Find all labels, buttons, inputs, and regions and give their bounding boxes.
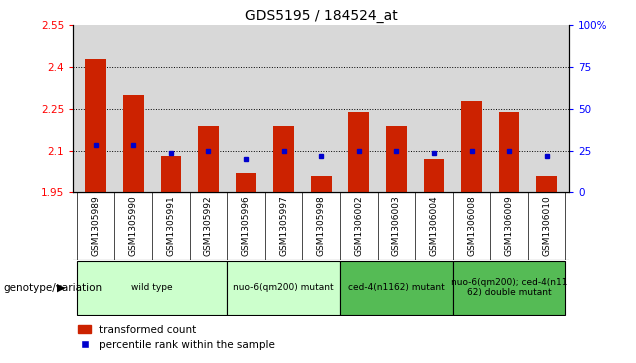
Bar [461, 101, 482, 192]
Text: GSM1305992: GSM1305992 [204, 196, 213, 256]
Text: wild type: wild type [131, 283, 173, 292]
Text: nuo-6(qm200) mutant: nuo-6(qm200) mutant [233, 283, 334, 292]
Text: GSM1305991: GSM1305991 [167, 196, 176, 256]
Bar [227, 261, 340, 315]
Text: genotype/variation: genotype/variation [3, 283, 102, 293]
Bar [273, 126, 294, 192]
Bar [340, 261, 453, 315]
Legend: transformed count, percentile rank within the sample: transformed count, percentile rank withi… [78, 325, 275, 350]
Bar [453, 261, 565, 315]
Bar [77, 261, 227, 315]
Text: GSM1306008: GSM1306008 [467, 196, 476, 256]
Text: GSM1306009: GSM1306009 [504, 196, 514, 256]
Bar [424, 159, 445, 192]
Text: GSM1306002: GSM1306002 [354, 196, 363, 256]
Bar [123, 95, 144, 192]
Bar [499, 112, 520, 192]
Bar [536, 176, 557, 192]
Bar [160, 156, 181, 192]
Text: GSM1305990: GSM1305990 [128, 196, 138, 256]
Text: GSM1305997: GSM1305997 [279, 196, 288, 256]
Title: GDS5195 / 184524_at: GDS5195 / 184524_at [245, 9, 398, 23]
Text: GSM1306004: GSM1306004 [429, 196, 438, 256]
Bar [198, 126, 219, 192]
Bar [386, 126, 406, 192]
Text: nuo-6(qm200); ced-4(n11
62) double mutant: nuo-6(qm200); ced-4(n11 62) double mutan… [451, 278, 567, 297]
Bar [236, 173, 256, 192]
Text: GSM1305998: GSM1305998 [317, 196, 326, 256]
Text: GSM1306003: GSM1306003 [392, 196, 401, 256]
Bar [311, 176, 331, 192]
Text: GSM1305989: GSM1305989 [91, 196, 100, 256]
Text: ced-4(n1162) mutant: ced-4(n1162) mutant [348, 283, 445, 292]
Bar [85, 59, 106, 192]
Text: GSM1305996: GSM1305996 [242, 196, 251, 256]
Bar [349, 112, 369, 192]
Text: ▶: ▶ [57, 283, 66, 293]
Text: GSM1306010: GSM1306010 [542, 196, 551, 256]
